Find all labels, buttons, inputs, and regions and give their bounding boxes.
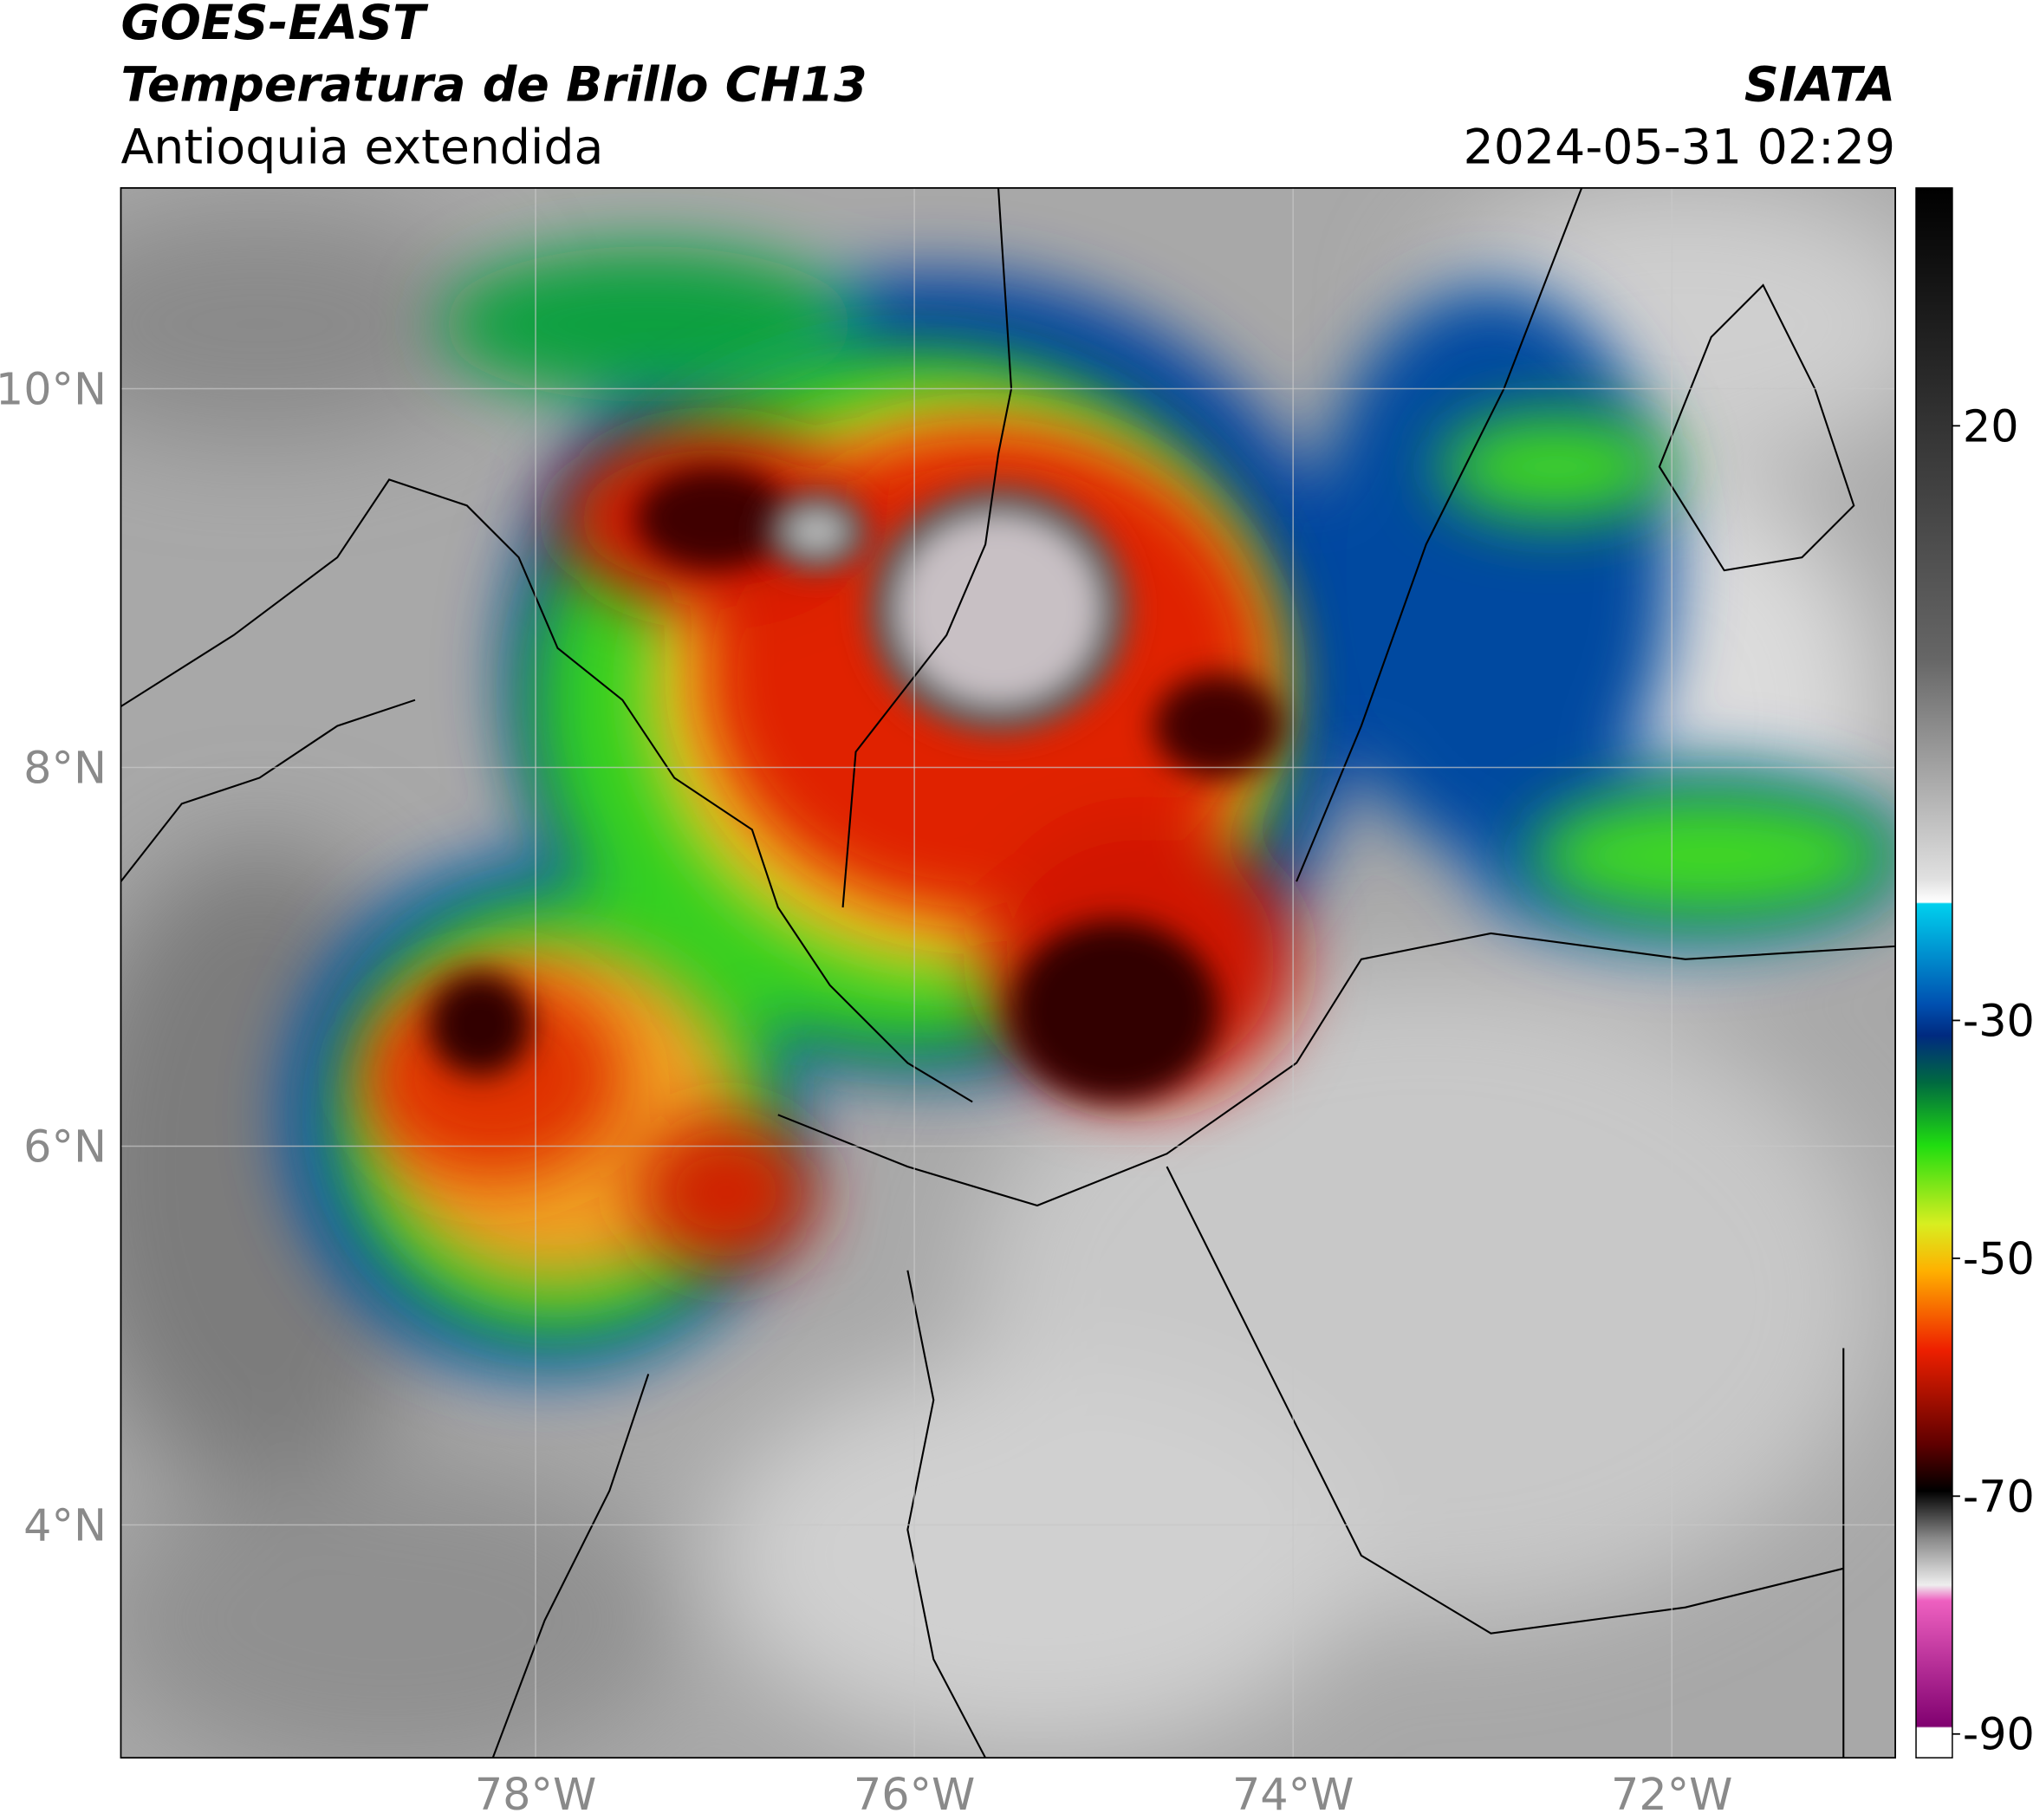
colorbar-tick-label: 20 <box>1963 400 2019 452</box>
x-tick-label: 76°W <box>854 1769 975 1820</box>
x-tick-label: 74°W <box>1232 1769 1354 1820</box>
y-tick-label: 8°N <box>23 742 107 793</box>
y-tick-label: 4°N <box>23 1499 107 1550</box>
y-tick-label: 6°N <box>23 1121 107 1172</box>
x-tick-label: 78°W <box>475 1769 596 1820</box>
subtitle: Temperatura de Brillo CH13 <box>120 58 867 114</box>
satellite-image <box>120 187 1896 1758</box>
title: GOES-EAST <box>120 0 429 51</box>
colorbar-tick-label: -90 <box>1963 1709 2033 1760</box>
map-frame <box>120 186 1896 1759</box>
source: SIATA <box>1744 58 1895 114</box>
grid <box>120 187 1896 1758</box>
colorbar-tick-label: -30 <box>1963 995 2033 1046</box>
datetime: 2024-05-31 02:29 <box>1464 120 1896 175</box>
colorbar-tick-label: -50 <box>1963 1233 2033 1284</box>
x-tick-label: 72°W <box>1611 1769 1732 1820</box>
colorbar-tick-label: -70 <box>1963 1471 2033 1522</box>
colorbar <box>1915 187 1953 1758</box>
region: Antioquia extendida <box>120 120 603 175</box>
y-tick-label: 10°N <box>0 363 107 414</box>
